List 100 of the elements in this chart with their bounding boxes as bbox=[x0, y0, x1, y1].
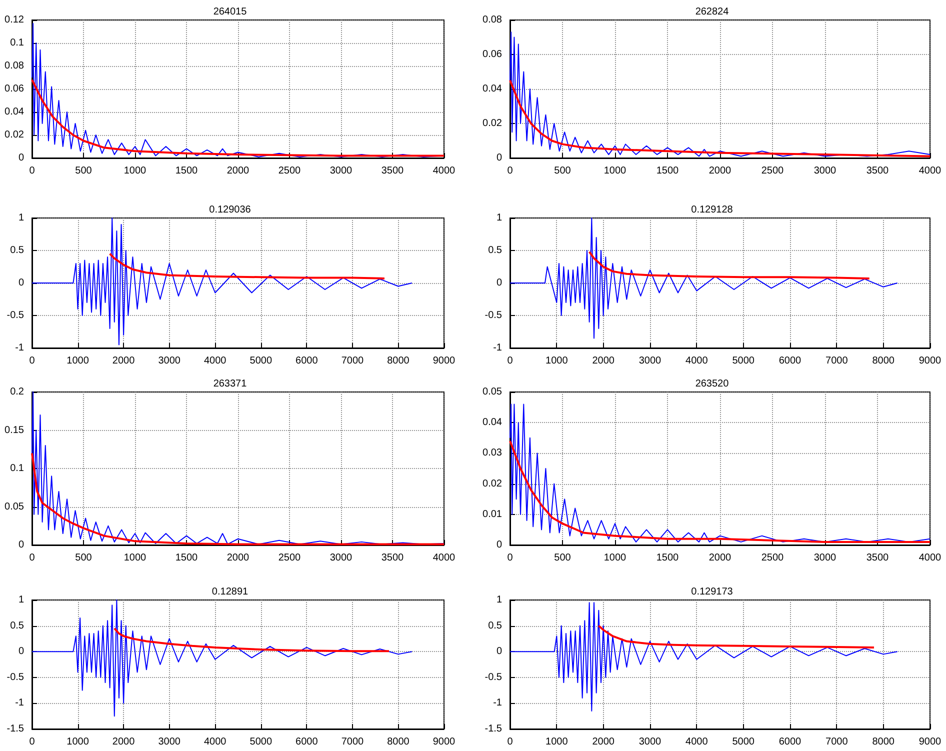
x-tick-label: 3000 bbox=[814, 166, 837, 176]
x-tick-label: 5000 bbox=[732, 356, 755, 366]
chart-title: 0.129173 bbox=[691, 586, 734, 598]
y-tick-label: 0 bbox=[18, 278, 24, 288]
y-tick-label: 0.02 bbox=[4, 130, 24, 140]
y-tick-label: 0.5 bbox=[10, 620, 24, 632]
y-tick-label: 0.02 bbox=[482, 118, 502, 129]
x-tick-label: 2000 bbox=[226, 552, 250, 564]
x-tick-label: 8000 bbox=[387, 356, 410, 366]
y-tick-label: -0.5 bbox=[6, 310, 24, 321]
x-tick-label: 1000 bbox=[604, 552, 627, 564]
chart-title: 264015 bbox=[213, 6, 248, 18]
y-tick-label: -1.5 bbox=[484, 724, 502, 734]
x-tick-label: 8000 bbox=[872, 736, 895, 748]
line-series bbox=[588, 250, 870, 280]
x-tick-label: 2500 bbox=[761, 552, 784, 564]
x-tick-label: 6000 bbox=[296, 736, 318, 748]
y-tick-label: 0.15 bbox=[4, 424, 24, 436]
y-tick-label: 1 bbox=[496, 212, 502, 224]
y-tick-label: 1 bbox=[18, 594, 24, 606]
y-tick-label: 0.06 bbox=[482, 49, 502, 60]
x-tick-label: 0 bbox=[29, 166, 36, 176]
x-tick-label: 500 bbox=[554, 166, 572, 176]
y-tick-label: 0.06 bbox=[4, 84, 24, 94]
x-tick-label: 5000 bbox=[732, 736, 755, 748]
x-tick-label: 6000 bbox=[778, 356, 802, 366]
x-tick-label: 4000 bbox=[432, 166, 456, 176]
y-tick-label: 0 bbox=[18, 152, 24, 164]
x-tick-label: 500 bbox=[75, 552, 92, 564]
x-tick-label: 4000 bbox=[918, 166, 942, 176]
y-tick-label: -1.5 bbox=[6, 724, 24, 734]
x-tick-label: 4000 bbox=[686, 736, 708, 748]
x-tick-label: 3500 bbox=[866, 552, 890, 564]
y-tick-label: 0.02 bbox=[482, 478, 502, 490]
y-tick-label: 0.1 bbox=[10, 463, 24, 474]
y-tick-label: 0.04 bbox=[482, 417, 502, 428]
line-series bbox=[510, 404, 930, 542]
x-tick-label: 6000 bbox=[778, 736, 802, 748]
y-tick-label: 0.5 bbox=[10, 245, 24, 256]
x-tick-label: 2500 bbox=[278, 552, 302, 564]
x-tick-label: 1000 bbox=[66, 736, 90, 748]
line-series bbox=[108, 252, 386, 280]
x-tick-label: 3000 bbox=[330, 552, 353, 564]
x-tick-label: 1000 bbox=[124, 552, 147, 564]
y-tick-label: 0.12 bbox=[4, 14, 24, 26]
x-tick-label: 0 bbox=[507, 552, 514, 564]
y-tick-label: 0.05 bbox=[4, 501, 24, 512]
x-tick-label: 3000 bbox=[158, 736, 181, 748]
y-tick-label: 0 bbox=[18, 540, 24, 550]
x-tick-label: 7000 bbox=[341, 736, 364, 748]
y-tick-label: 0.5 bbox=[488, 245, 502, 256]
x-tick-label: 0 bbox=[29, 356, 36, 366]
x-tick-label: 9000 bbox=[432, 736, 456, 748]
y-tick-label: 0 bbox=[496, 540, 502, 550]
line-series bbox=[598, 624, 875, 648]
x-tick-label: 500 bbox=[75, 166, 92, 176]
chart-title: 263371 bbox=[213, 378, 248, 390]
x-tick-label: 3500 bbox=[381, 166, 404, 176]
x-tick-label: 4000 bbox=[204, 736, 227, 748]
x-tick-label: 8000 bbox=[387, 736, 410, 748]
x-tick-label: 0 bbox=[29, 552, 36, 564]
x-tick-label: 0 bbox=[507, 166, 514, 176]
y-tick-label: 0 bbox=[496, 646, 502, 658]
chart-title: 0.12891 bbox=[212, 586, 249, 598]
y-tick-label: 0 bbox=[18, 646, 24, 658]
x-tick-label: 1000 bbox=[604, 166, 627, 176]
x-tick-label: 1500 bbox=[175, 552, 198, 564]
y-tick-label: 0.1 bbox=[10, 38, 24, 48]
x-tick-label: 0 bbox=[507, 356, 514, 366]
x-tick-label: 9000 bbox=[432, 356, 456, 366]
x-tick-label: 2000 bbox=[226, 166, 250, 176]
x-tick-label: 3000 bbox=[638, 736, 662, 748]
x-tick-label: 1500 bbox=[656, 166, 680, 176]
line-series bbox=[113, 627, 390, 652]
y-tick-label: 0.08 bbox=[4, 60, 24, 72]
x-tick-label: 6000 bbox=[296, 356, 318, 366]
y-tick-label: 1 bbox=[18, 212, 24, 224]
chart-title: 0.129036 bbox=[209, 204, 252, 216]
y-tick-label: -1 bbox=[15, 342, 24, 354]
x-tick-label: 4000 bbox=[918, 552, 942, 564]
y-tick-label: -0.5 bbox=[6, 672, 24, 683]
chart-title: 263520 bbox=[695, 378, 730, 390]
y-tick-label: 0 bbox=[496, 278, 502, 288]
chart-title: 0.129128 bbox=[691, 204, 734, 216]
line-series bbox=[32, 392, 444, 545]
x-tick-label: 0 bbox=[507, 736, 514, 748]
y-tick-label: -1 bbox=[493, 342, 502, 354]
y-tick-label: 0.5 bbox=[488, 620, 502, 632]
x-tick-label: 2000 bbox=[592, 736, 615, 748]
x-tick-label: 8000 bbox=[872, 356, 895, 366]
y-tick-label: 0.04 bbox=[482, 84, 502, 94]
y-tick-label: 0.03 bbox=[482, 448, 502, 459]
x-tick-label: 1000 bbox=[546, 356, 568, 366]
y-tick-label: -0.5 bbox=[484, 310, 502, 321]
x-tick-label: 7000 bbox=[826, 356, 848, 366]
x-tick-label: 2000 bbox=[112, 736, 136, 748]
y-tick-label: -0.5 bbox=[484, 672, 502, 683]
x-tick-label: 1500 bbox=[656, 552, 680, 564]
x-tick-label: 7000 bbox=[826, 736, 848, 748]
y-tick-label: 0.05 bbox=[482, 386, 502, 398]
